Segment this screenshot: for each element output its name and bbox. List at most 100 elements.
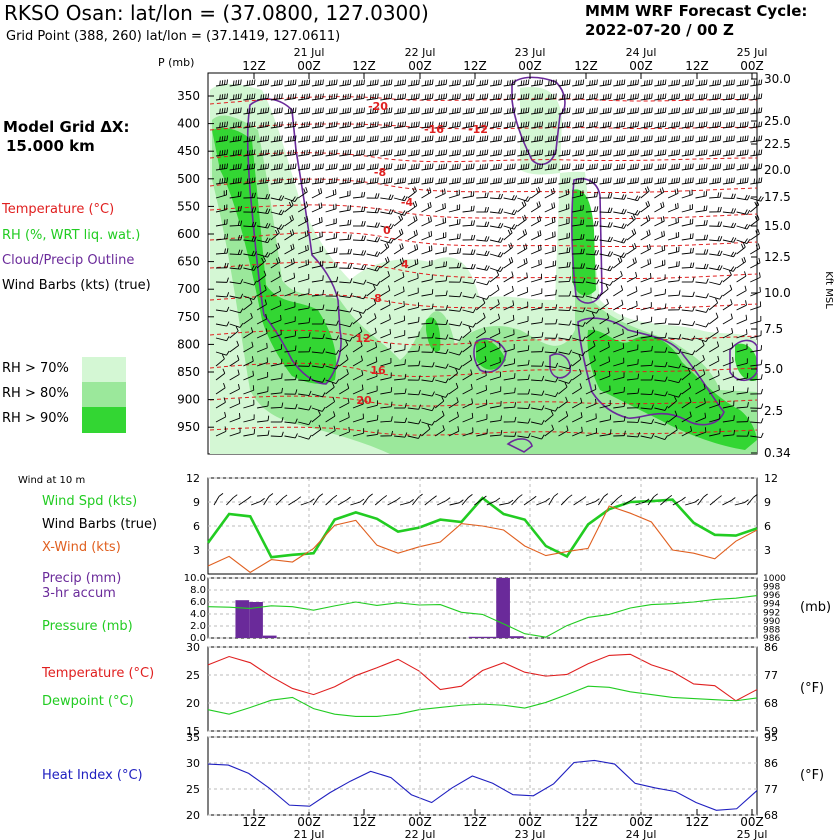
wind-barb-feather	[414, 259, 417, 265]
wind-barb	[421, 177, 434, 185]
wind-barb-shaft	[530, 220, 541, 227]
wind-barb-feather	[687, 80, 689, 86]
wind-barb-feather	[374, 93, 377, 99]
wind-barb-feather	[377, 429, 379, 435]
wind-barb-feather	[333, 262, 336, 268]
wind-barb	[708, 341, 720, 353]
wind-barb-feather	[322, 289, 325, 295]
wind-barb-feather	[500, 107, 502, 113]
wind-barb	[421, 347, 435, 353]
wind-barb-feather	[692, 121, 694, 127]
wind-barb-feather	[688, 382, 692, 388]
wind-barb-feather	[511, 177, 514, 183]
height-tick-label: 22.5	[764, 137, 791, 151]
wind-barb	[544, 202, 556, 213]
wind-barb-shaft	[613, 168, 625, 171]
wind-barb	[722, 193, 736, 200]
wind-barb-feather	[616, 80, 619, 86]
wind-barb-feather	[579, 368, 582, 374]
wind-barb-feather	[673, 108, 676, 114]
wind-barb-shaft	[695, 210, 707, 213]
wind-barb-feather	[616, 178, 619, 184]
wind-barb-feather	[538, 201, 541, 207]
wind-barb	[722, 149, 735, 157]
wind-barb-shaft	[640, 168, 652, 171]
wind-barb-feather	[427, 108, 429, 114]
wind-barb	[626, 93, 639, 101]
wind-barb	[284, 389, 298, 395]
wind-barb-feather	[564, 150, 566, 156]
wind-barb-feather	[643, 80, 646, 86]
wind-barb-shaft	[366, 419, 378, 423]
wind-barb	[366, 265, 381, 272]
wind-barb-shaft	[654, 112, 666, 115]
wind-barb-shaft	[311, 126, 323, 129]
wind-barb	[352, 121, 365, 129]
surface-barb-shaft	[213, 496, 220, 506]
wind-barb-feather	[589, 94, 591, 100]
wind-barb-feather	[301, 178, 303, 184]
wind-barb-shaft	[489, 420, 501, 423]
pressure-tick-label: 400	[177, 117, 200, 131]
wind-barb-shaft	[544, 84, 556, 87]
wind-barb	[531, 375, 545, 382]
wind-barb-feather	[415, 107, 418, 113]
wind-barb-feather	[634, 257, 637, 263]
wind-barb	[572, 79, 585, 87]
wind-barb	[695, 337, 710, 343]
wind-barb-shaft	[380, 261, 390, 269]
dewpoint-line	[207, 685, 758, 717]
temp-tick-left: 20	[186, 697, 200, 710]
wind-barb-feather	[555, 333, 558, 339]
wind-barb-shaft	[722, 182, 734, 185]
wind-barb-feather	[733, 237, 737, 243]
wind-barb-feather	[630, 164, 632, 170]
wind-barb	[599, 207, 613, 214]
wind-barb-feather	[566, 121, 569, 127]
wind-barb-feather	[568, 163, 571, 169]
wind-barb-feather	[331, 80, 333, 86]
wind-barb-feather	[376, 266, 381, 272]
wind-barb	[750, 200, 760, 213]
wind-barb-shaft	[722, 98, 734, 101]
wind-barb-shaft	[626, 168, 638, 171]
wind-barb-shaft	[722, 168, 734, 171]
wind-barb	[722, 270, 732, 283]
wind-barb-shaft	[393, 320, 405, 325]
wind-barb-feather	[262, 150, 265, 156]
wind-barb-feather	[607, 177, 610, 183]
surface-wind-barb	[399, 499, 414, 506]
wind-barb-shaft	[626, 211, 638, 216]
wind-barb	[736, 358, 748, 367]
wind-barb-shaft	[626, 247, 637, 255]
wind-barb-feather	[728, 136, 731, 142]
wind-barb-feather	[756, 214, 760, 220]
wind-barb-feather	[251, 93, 253, 99]
wind-barb	[654, 216, 665, 227]
wind-barb-feather	[308, 361, 312, 367]
wind-barb	[325, 203, 337, 213]
wind-barb-feather	[253, 280, 257, 286]
temperature-contour-label: -20	[368, 100, 388, 113]
wind-barb-shaft	[229, 417, 241, 423]
wind-barb	[366, 313, 377, 325]
wind-barb-feather	[322, 177, 324, 183]
wind-barb-feather	[397, 94, 399, 100]
surface-wind-barb	[709, 495, 722, 506]
wind-barb	[503, 121, 516, 129]
wind-barb-feather	[278, 195, 282, 200]
wind-barb-feather	[577, 122, 580, 128]
wind-barb-feather	[372, 108, 374, 114]
wind-barb	[517, 79, 530, 87]
wind-barb-feather	[687, 108, 689, 114]
wind-barb-shaft	[448, 401, 459, 409]
wind-barb-feather	[623, 223, 627, 229]
wind-barb-shaft	[284, 407, 296, 410]
wind-barb-feather	[608, 371, 611, 377]
wind-barb	[695, 369, 706, 381]
wind-barb-feather	[594, 235, 597, 241]
wind-barb-shaft	[380, 112, 392, 115]
wind-barb-feather	[315, 122, 317, 128]
wind-barb-feather	[237, 264, 241, 270]
wind-barb-feather	[596, 220, 599, 226]
